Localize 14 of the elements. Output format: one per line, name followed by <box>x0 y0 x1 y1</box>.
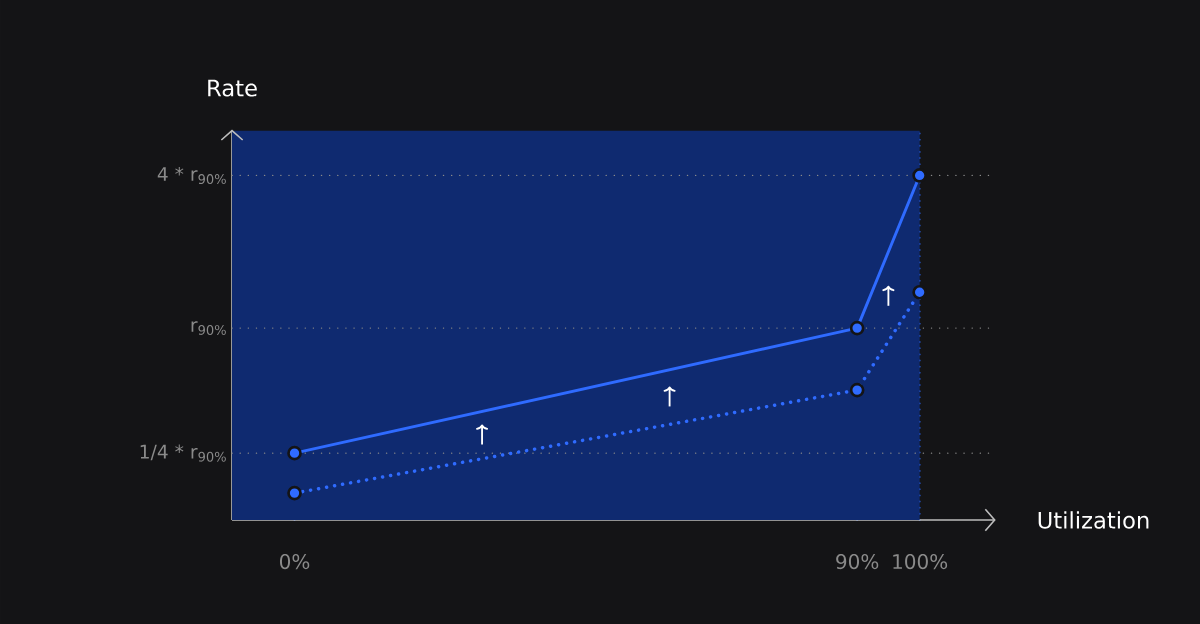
ref-line-label: 4 * r$_{90%}$ <box>157 166 226 185</box>
point <box>287 485 302 501</box>
point <box>287 445 302 461</box>
point <box>849 320 865 336</box>
point <box>912 168 927 183</box>
x-tick-label: 0% <box>279 554 310 570</box>
x-tick-label: 90% <box>836 554 879 570</box>
x-tick-label: 100% <box>893 554 948 570</box>
ref-line-label: r$_{90%}$ <box>191 321 226 335</box>
point <box>849 382 865 398</box>
point <box>912 284 927 300</box>
ref-line-label: 1/4 * r$_{90%}$ <box>140 444 226 462</box>
y-axis-title: Rate <box>208 79 257 97</box>
x-axis-title: Utilization <box>1038 511 1149 529</box>
